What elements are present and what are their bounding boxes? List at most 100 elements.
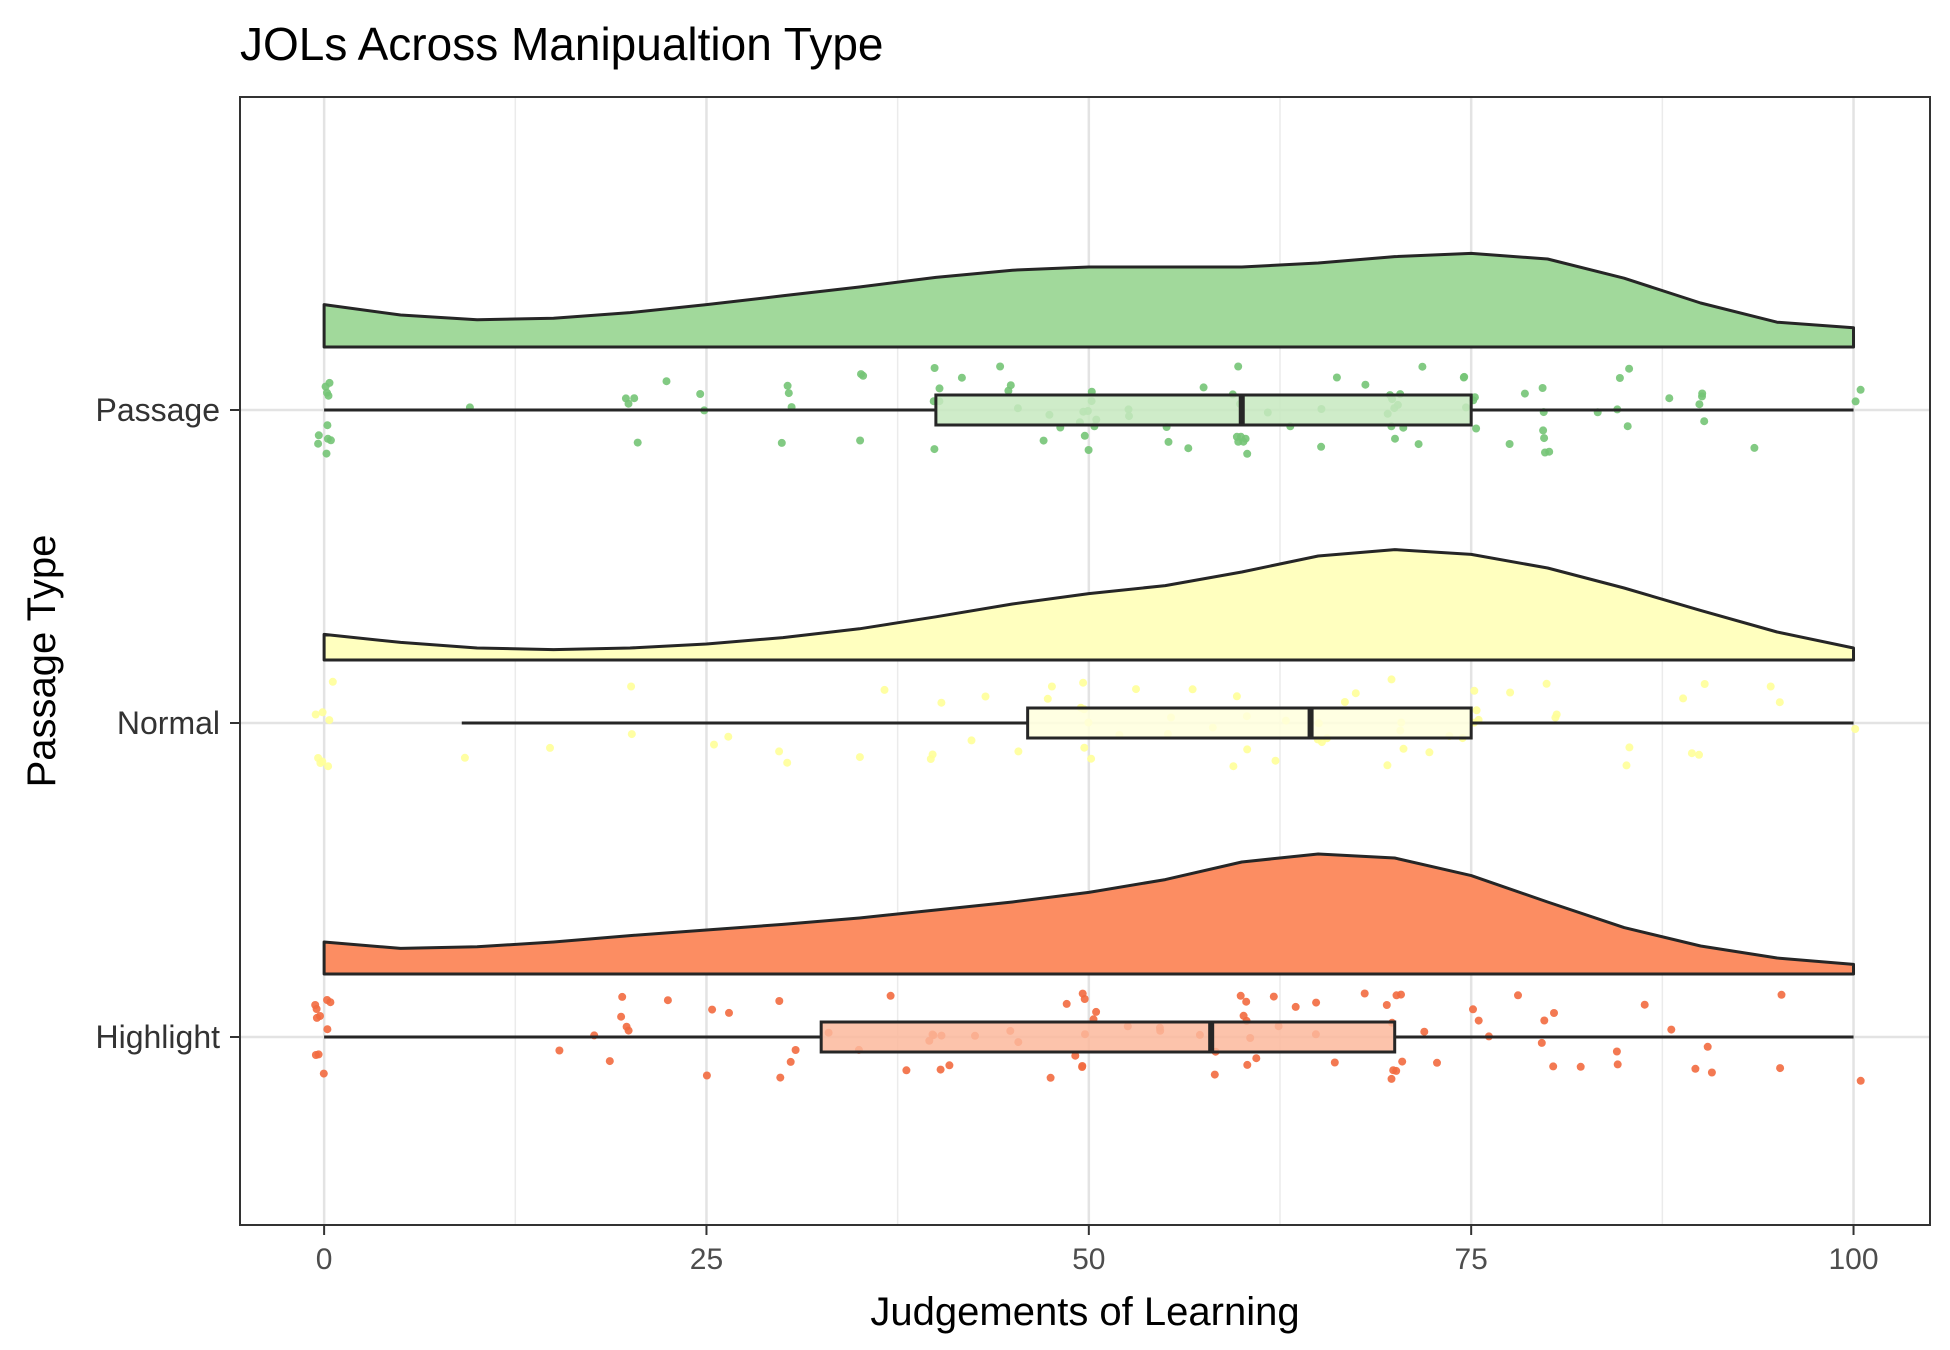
data-point — [618, 992, 627, 1001]
data-point — [1242, 997, 1251, 1006]
data-point — [1252, 1054, 1261, 1063]
data-point — [1351, 689, 1360, 698]
data-point — [1665, 394, 1674, 403]
data-point — [945, 1061, 954, 1070]
series-passage — [314, 251, 1865, 458]
plot-border — [239, 96, 1931, 1226]
data-point — [662, 377, 671, 386]
data-point — [1776, 1064, 1785, 1073]
data-point — [1006, 381, 1015, 390]
data-point — [325, 716, 334, 725]
data-point — [1084, 446, 1093, 454]
data-point — [1539, 426, 1548, 435]
x-axis: 0 25 50 75 100 — [316, 1225, 1879, 1276]
data-point — [702, 1071, 711, 1080]
data-point — [316, 759, 325, 767]
data-point — [1391, 434, 1399, 443]
box — [1026, 706, 1473, 740]
data-point — [1312, 998, 1321, 1007]
data-point — [1389, 1066, 1398, 1075]
data-point — [1092, 1007, 1101, 1016]
data-point — [967, 736, 976, 745]
density-cloud — [322, 852, 1856, 976]
data-point — [857, 370, 865, 379]
data-point — [323, 421, 332, 430]
data-point — [1613, 1060, 1622, 1069]
data-point — [1622, 761, 1631, 770]
data-point — [1078, 1062, 1087, 1070]
data-point — [627, 730, 636, 739]
data-point — [1164, 437, 1173, 446]
data-point — [1679, 694, 1688, 703]
x-tick-label: 50 — [1072, 1243, 1105, 1276]
data-point — [776, 1073, 785, 1082]
data-point — [1537, 1038, 1546, 1047]
data-point — [1551, 713, 1560, 722]
data-point — [1420, 1027, 1429, 1036]
data-point — [928, 750, 937, 759]
data-point — [624, 399, 633, 408]
data-point — [633, 438, 642, 447]
data-point — [1360, 989, 1369, 998]
data-point — [1234, 362, 1243, 371]
data-point — [1199, 383, 1208, 392]
data-point — [555, 1046, 564, 1055]
data-point — [1695, 400, 1704, 409]
data-point — [1576, 1062, 1585, 1071]
y-axis-title: Passage Type — [20, 535, 64, 788]
data-point — [1243, 449, 1252, 458]
data-point — [1361, 380, 1370, 389]
data-point — [1538, 384, 1547, 392]
data-point — [1472, 706, 1481, 715]
data-point — [786, 1057, 795, 1066]
data-point — [1317, 442, 1326, 451]
data-point — [311, 1001, 320, 1009]
data-point — [1856, 1076, 1865, 1085]
y-tick-label: Normal — [117, 705, 220, 741]
data-point — [708, 1005, 717, 1014]
y-tick-label: Passage — [95, 392, 220, 428]
data-point — [783, 381, 792, 390]
data-point — [1080, 743, 1089, 752]
data-point — [1700, 680, 1709, 688]
data-point — [546, 743, 554, 752]
series-highlight — [311, 852, 1865, 1085]
data-point — [1470, 686, 1479, 695]
data-point — [322, 449, 331, 458]
data-point — [617, 1012, 626, 1021]
data-point — [1851, 725, 1860, 733]
data-point — [775, 747, 784, 756]
data-point — [1243, 1060, 1252, 1069]
data-point — [314, 1050, 323, 1059]
data-point — [1039, 436, 1048, 445]
data-point — [1505, 440, 1514, 448]
data-point — [460, 753, 469, 762]
data-point — [1766, 682, 1775, 691]
data-point — [1667, 1025, 1676, 1034]
data-point — [981, 692, 990, 701]
data-point — [930, 364, 939, 372]
data-point — [1239, 1011, 1248, 1020]
data-point — [1545, 447, 1554, 456]
data-point — [1687, 749, 1696, 758]
data-point — [996, 362, 1005, 371]
data-point — [314, 439, 323, 448]
data-point — [1340, 698, 1349, 706]
data-point — [1540, 1016, 1549, 1025]
data-point — [1014, 747, 1023, 756]
data-point — [1777, 990, 1786, 999]
data-point — [1469, 1005, 1477, 1014]
data-point — [1383, 761, 1392, 770]
data-point — [324, 391, 333, 400]
data-point — [880, 685, 889, 694]
box — [934, 393, 1473, 427]
data-point — [1425, 748, 1434, 757]
data-point — [886, 991, 895, 1000]
density-cloud — [322, 251, 1856, 349]
data-point — [1506, 688, 1515, 697]
x-axis-title: Judgements of Learning — [870, 1290, 1299, 1334]
data-point — [936, 1065, 945, 1074]
data-point — [1210, 1070, 1219, 1079]
data-point — [1623, 422, 1632, 431]
data-point — [1700, 417, 1709, 426]
